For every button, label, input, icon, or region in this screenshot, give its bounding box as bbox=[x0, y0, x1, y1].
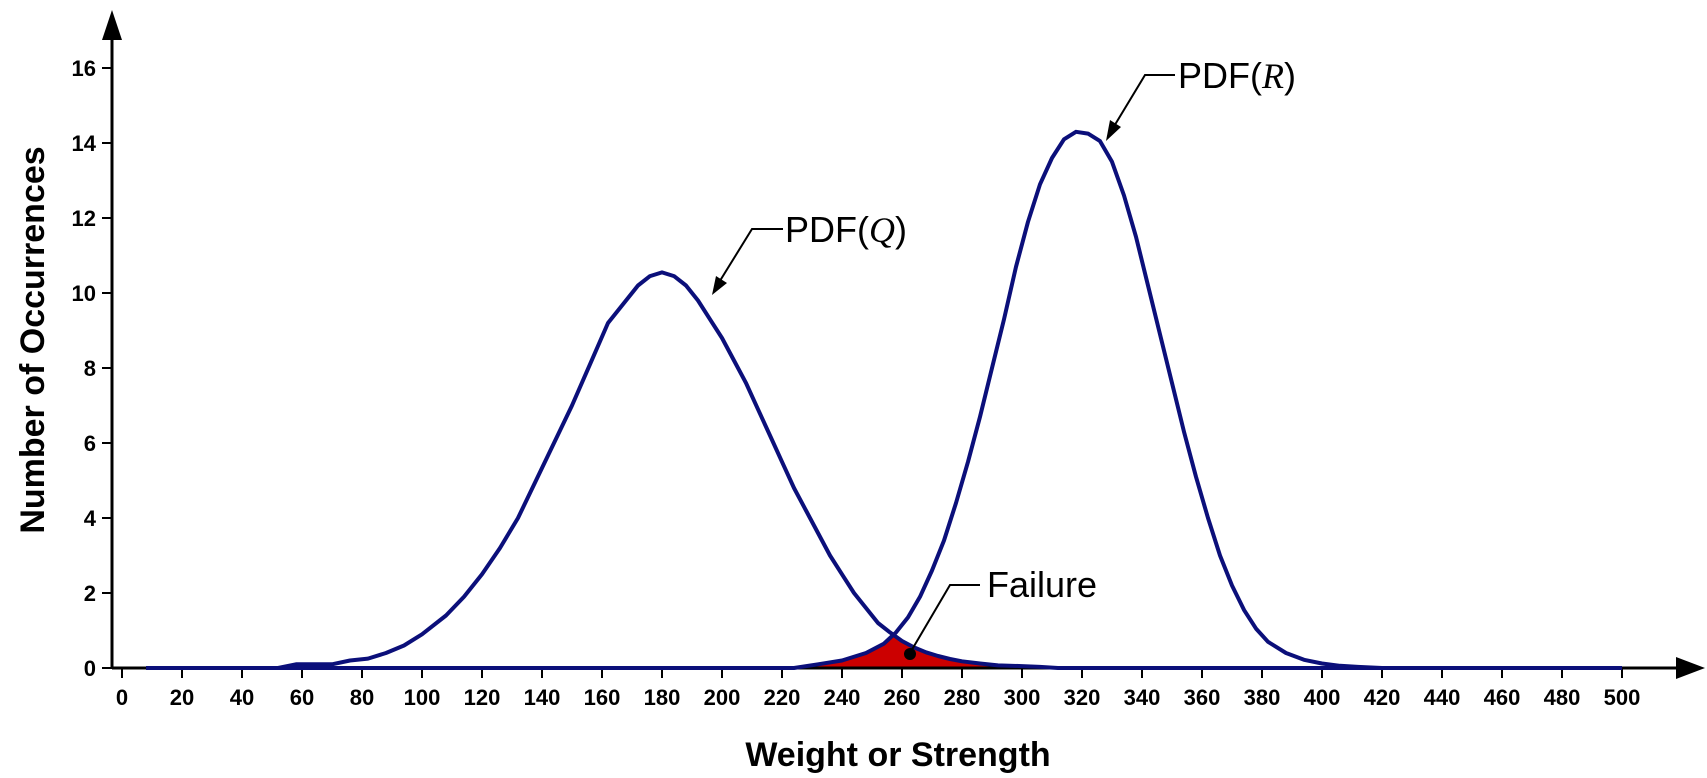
x-tick-label: 40 bbox=[230, 685, 254, 710]
y-tick-label: 16 bbox=[72, 56, 96, 81]
y-tick-label: 2 bbox=[84, 581, 96, 606]
x-tick-label: 260 bbox=[884, 685, 921, 710]
y-tick-label: 8 bbox=[84, 356, 96, 381]
y-tick-label: 14 bbox=[72, 131, 97, 156]
x-tick-label: 180 bbox=[644, 685, 681, 710]
failure-region bbox=[782, 635, 1082, 668]
y-axis-arrow bbox=[102, 10, 122, 40]
y-ticks: 0 2 4 6 8 10 12 14 16 bbox=[72, 56, 112, 681]
x-tick-label: 300 bbox=[1004, 685, 1041, 710]
annotation-label-pdf-q: PDF(Q) bbox=[785, 209, 907, 250]
x-tick-label: 440 bbox=[1424, 685, 1461, 710]
x-axis-arrow bbox=[1676, 657, 1705, 679]
x-ticks: 0 20 40 60 80 100 120 140 160 180 200 220 240 260 280 3… bbox=[116, 668, 1640, 710]
arrowhead-pdf-q bbox=[712, 276, 727, 295]
x-tick-label: 80 bbox=[350, 685, 374, 710]
x-tick-label: 160 bbox=[584, 685, 621, 710]
x-tick-label: 240 bbox=[824, 685, 861, 710]
x-tick-label: 20 bbox=[170, 685, 194, 710]
arrowhead-pdf-r bbox=[1106, 120, 1121, 141]
x-tick-label: 0 bbox=[116, 685, 128, 710]
x-tick-label: 500 bbox=[1604, 685, 1641, 710]
leader-line-pdf-q bbox=[717, 228, 783, 285]
y-axis-title: Number of Occurrences bbox=[14, 146, 52, 533]
y-tick-label: 6 bbox=[84, 431, 96, 456]
series-line-pdf-q bbox=[146, 270, 1622, 670]
x-tick-label: 360 bbox=[1184, 685, 1221, 710]
y-tick-label: 10 bbox=[72, 281, 96, 306]
x-tick-label: 100 bbox=[404, 685, 441, 710]
series-line-pdf-r bbox=[146, 129, 1622, 670]
x-tick-label: 380 bbox=[1244, 685, 1281, 710]
x-tick-label: 320 bbox=[1064, 685, 1101, 710]
annotation-failure: Failure bbox=[904, 564, 1097, 660]
x-tick-label: 60 bbox=[290, 685, 314, 710]
annotation-label-pdf-r: PDF(R) bbox=[1178, 55, 1296, 96]
y-tick-label: 0 bbox=[84, 656, 96, 681]
x-tick-label: 340 bbox=[1124, 685, 1161, 710]
x-tick-label: 220 bbox=[764, 685, 801, 710]
failure-marker-dot bbox=[904, 648, 916, 660]
x-tick-label: 460 bbox=[1484, 685, 1521, 710]
y-tick-label: 4 bbox=[84, 506, 97, 531]
leader-line-pdf-r bbox=[1112, 74, 1175, 129]
x-tick-label: 420 bbox=[1364, 685, 1401, 710]
leader-line-failure bbox=[909, 584, 980, 654]
x-tick-label: 280 bbox=[944, 685, 981, 710]
y-axis bbox=[102, 10, 122, 668]
x-tick-label: 120 bbox=[464, 685, 501, 710]
x-tick-label: 140 bbox=[524, 685, 561, 710]
annotation-pdf-q: PDF(Q) bbox=[712, 209, 907, 295]
annotation-label-failure: Failure bbox=[987, 564, 1097, 605]
x-axis-title: Weight or Strength bbox=[745, 736, 1050, 774]
annotation-pdf-r: PDF(R) bbox=[1106, 55, 1296, 141]
y-tick-label: 12 bbox=[72, 206, 96, 231]
x-tick-label: 480 bbox=[1544, 685, 1581, 710]
x-tick-label: 200 bbox=[704, 685, 741, 710]
x-tick-label: 400 bbox=[1304, 685, 1341, 710]
